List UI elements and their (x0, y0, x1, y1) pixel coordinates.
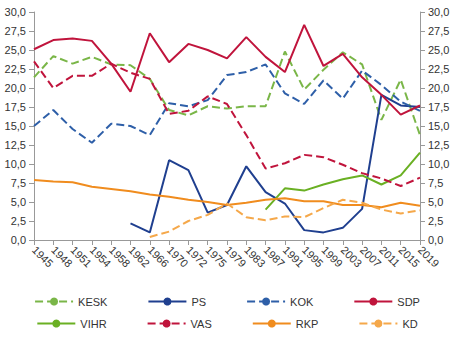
svg-text:1958: 1958 (107, 244, 133, 270)
svg-text:KOK: KOK (290, 296, 314, 308)
svg-text:22,5: 22,5 (428, 63, 449, 75)
svg-text:1972: 1972 (184, 244, 210, 270)
svg-text:5,0: 5,0 (428, 196, 443, 208)
svg-text:1983: 1983 (242, 244, 268, 270)
svg-text:2007: 2007 (358, 244, 384, 270)
svg-text:1945: 1945 (30, 244, 56, 270)
svg-text:7,5: 7,5 (428, 177, 443, 189)
svg-text:17,5: 17,5 (428, 101, 449, 113)
svg-text:2011: 2011 (377, 244, 402, 269)
svg-text:1995: 1995 (300, 244, 326, 270)
svg-text:27,5: 27,5 (5, 25, 26, 37)
svg-text:1948: 1948 (49, 244, 75, 270)
svg-text:10,0: 10,0 (428, 158, 449, 170)
svg-text:2015: 2015 (396, 244, 422, 270)
svg-text:VIHR: VIHR (80, 318, 106, 330)
svg-text:1991: 1991 (281, 244, 307, 270)
svg-text:0,0: 0,0 (11, 234, 26, 246)
svg-text:2003: 2003 (339, 244, 365, 270)
svg-text:1951: 1951 (68, 244, 94, 270)
svg-text:25,0: 25,0 (5, 44, 26, 56)
svg-text:1999: 1999 (319, 244, 345, 270)
svg-text:20,0: 20,0 (5, 82, 26, 94)
svg-text:15,0: 15,0 (428, 120, 449, 132)
svg-text:1962: 1962 (126, 244, 152, 270)
svg-text:SDP: SDP (397, 296, 420, 308)
svg-text:PS: PS (191, 296, 206, 308)
svg-text:7,5: 7,5 (11, 177, 26, 189)
svg-text:1979: 1979 (223, 244, 249, 270)
svg-text:KD: KD (402, 318, 417, 330)
svg-text:RKP: RKP (296, 318, 319, 330)
svg-text:20,0: 20,0 (428, 82, 449, 94)
svg-text:12,5: 12,5 (428, 139, 449, 151)
svg-text:15,0: 15,0 (5, 120, 26, 132)
svg-text:KESK: KESK (78, 296, 108, 308)
svg-text:10,0: 10,0 (5, 158, 26, 170)
svg-text:12,5: 12,5 (5, 139, 26, 151)
svg-text:2,5: 2,5 (428, 215, 443, 227)
svg-text:22,5: 22,5 (5, 63, 26, 75)
svg-text:30,0: 30,0 (428, 6, 449, 18)
svg-text:1987: 1987 (261, 244, 287, 270)
svg-text:1966: 1966 (146, 244, 172, 270)
svg-text:1954: 1954 (88, 244, 114, 270)
svg-text:0,0: 0,0 (428, 234, 443, 246)
svg-text:25,0: 25,0 (428, 44, 449, 56)
svg-text:1970: 1970 (165, 244, 191, 270)
svg-text:27,5: 27,5 (428, 25, 449, 37)
svg-text:1975: 1975 (203, 244, 229, 270)
svg-text:5,0: 5,0 (11, 196, 26, 208)
svg-text:30,0: 30,0 (5, 6, 26, 18)
svg-text:VAS: VAS (191, 318, 212, 330)
svg-text:2,5: 2,5 (11, 215, 26, 227)
svg-text:2019: 2019 (416, 244, 442, 270)
svg-text:17,5: 17,5 (5, 101, 26, 113)
